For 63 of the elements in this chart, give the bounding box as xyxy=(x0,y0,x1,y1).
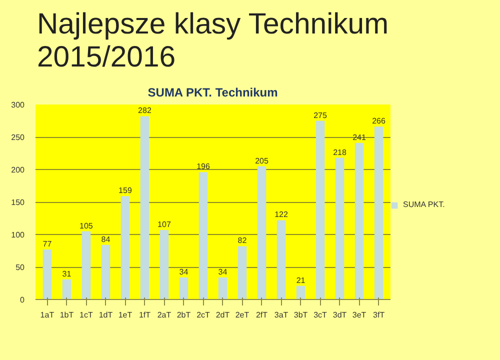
data-label: 196 xyxy=(196,162,210,172)
bar xyxy=(101,244,110,300)
bar xyxy=(257,166,266,300)
data-label: 84 xyxy=(101,234,111,244)
x-tick-label: 1eT xyxy=(118,310,132,320)
bar xyxy=(218,277,228,300)
data-label: 105 xyxy=(80,221,94,230)
data-label: 21 xyxy=(296,276,306,285)
y-tick-label: 300 xyxy=(11,100,26,110)
bar xyxy=(42,249,52,300)
y-tick-label: 100 xyxy=(11,230,26,240)
x-tick-label: 2aT xyxy=(157,310,172,320)
data-label: 34 xyxy=(179,267,189,276)
x-tick-label: 3cT xyxy=(314,310,328,320)
data-label: 275 xyxy=(314,110,328,120)
data-label: 31 xyxy=(62,269,72,278)
x-tick-label: 1aT xyxy=(40,310,54,320)
data-label: 218 xyxy=(333,148,348,157)
bar xyxy=(198,172,208,300)
x-tick-label: 3bT xyxy=(294,310,308,320)
data-label: 77 xyxy=(42,239,52,248)
data-label: 266 xyxy=(372,116,386,126)
bar xyxy=(238,246,247,300)
x-tick-label: 3dT xyxy=(332,310,347,320)
x-tick-label: 3aT xyxy=(274,310,288,320)
data-label: 107 xyxy=(158,220,172,229)
bar xyxy=(140,116,150,300)
bar xyxy=(335,158,344,300)
data-label: 282 xyxy=(138,106,152,116)
x-tick-label: 1cT xyxy=(80,310,93,320)
chart-subtitle: SUMA PKT. Technikum xyxy=(148,86,278,100)
x-tick-label: 2eT xyxy=(235,310,250,320)
chart-title: Najlepsze klasy Technikum 2015/2016 xyxy=(36,8,389,74)
x-tick-label: 2cT xyxy=(196,310,210,320)
bar xyxy=(296,286,306,300)
bar xyxy=(374,126,384,300)
legend-label: SUMA PKT. xyxy=(403,200,445,209)
y-tick-label: 200 xyxy=(11,166,26,174)
data-label: 159 xyxy=(118,186,132,196)
x-tick-label: 1fT xyxy=(138,310,151,320)
bar xyxy=(276,220,286,300)
bar xyxy=(82,231,91,300)
data-label: 205 xyxy=(255,156,269,166)
x-tick-label: 3eT xyxy=(352,310,366,320)
data-label: 122 xyxy=(274,210,288,220)
x-tick-label: 1dT xyxy=(98,310,113,320)
bar xyxy=(316,120,325,300)
x-tick-label: 3fT xyxy=(373,310,385,320)
x-tick-label: 2fT xyxy=(256,310,268,320)
x-tick-label: 1bT xyxy=(60,310,74,320)
y-tick-label: 150 xyxy=(11,198,26,207)
bar xyxy=(160,230,169,300)
x-tick-label: 2dT xyxy=(216,310,230,320)
bar xyxy=(120,196,130,300)
x-tick-label: 2bT xyxy=(176,310,191,320)
bar xyxy=(354,142,364,300)
data-label: 82 xyxy=(238,236,248,246)
y-tick-label: 50 xyxy=(16,263,26,272)
bar xyxy=(62,279,72,300)
y-tick-label: 0 xyxy=(20,296,26,304)
bar xyxy=(179,277,188,300)
data-label: 34 xyxy=(218,267,228,276)
y-tick-label: 250 xyxy=(11,133,26,142)
